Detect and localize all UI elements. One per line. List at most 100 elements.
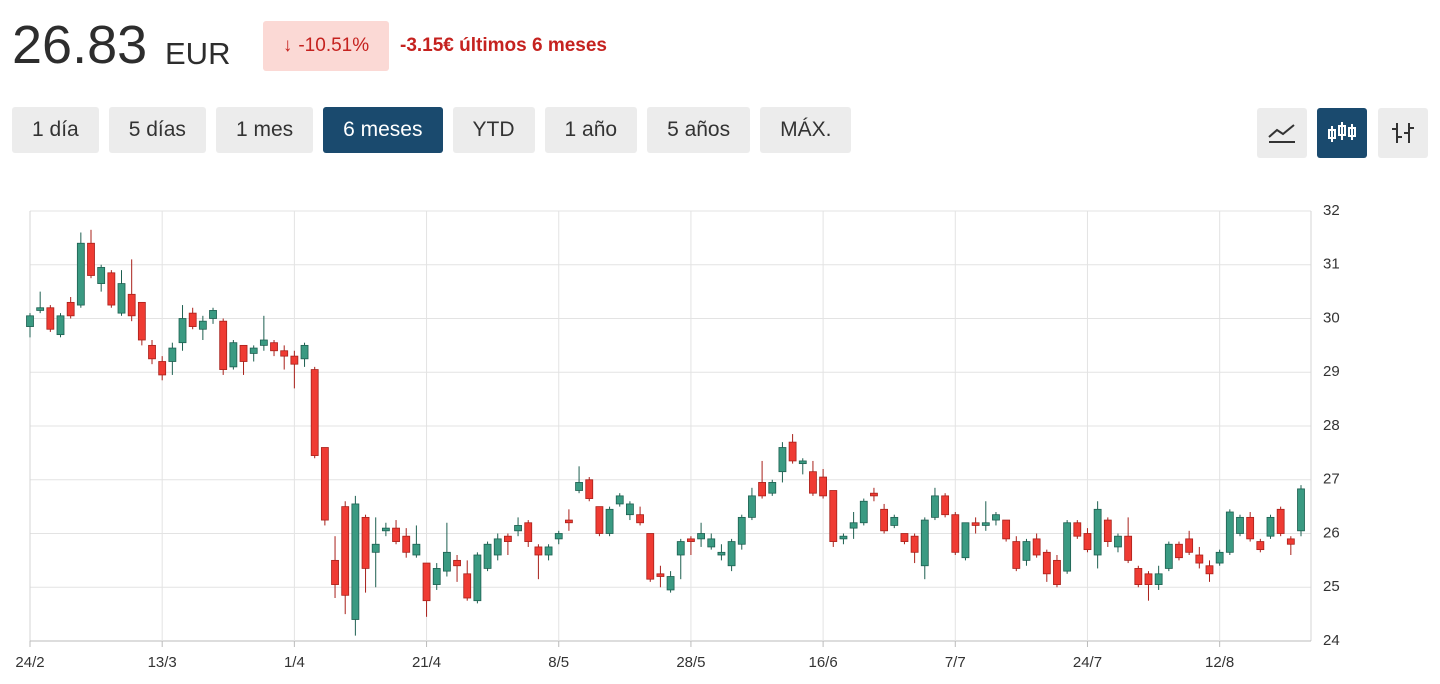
candle-body — [229, 342, 238, 368]
candle-body — [56, 315, 65, 336]
candle-icon — [1328, 122, 1356, 142]
range-button[interactable]: MÁX. — [760, 107, 852, 153]
candle-body — [1012, 541, 1021, 569]
range-button[interactable]: 1 día — [12, 107, 99, 153]
candle-body — [737, 516, 746, 545]
x-tick-label: 24/7 — [1073, 654, 1102, 671]
x-tick-label: 24/2 — [15, 654, 44, 671]
candle-body — [1063, 522, 1072, 572]
candle-body — [615, 495, 624, 505]
x-tick-label: 16/6 — [809, 654, 838, 671]
candle-body — [107, 272, 116, 306]
candle-body — [585, 479, 594, 499]
range-button[interactable]: 5 años — [647, 107, 751, 153]
candle-body — [951, 514, 960, 553]
candle-body — [656, 573, 665, 577]
candle-body — [1236, 516, 1244, 534]
y-tick-label: 25 — [1323, 578, 1340, 595]
candle-body — [961, 522, 970, 559]
candle-body — [727, 541, 736, 567]
candle-body — [1053, 559, 1061, 585]
candle-body — [697, 533, 705, 540]
range-button[interactable]: 5 días — [108, 107, 206, 153]
candle-body — [890, 516, 899, 526]
x-tick-label: 28/5 — [676, 654, 705, 671]
range-button[interactable]: 6 meses — [323, 107, 443, 153]
candle-body — [717, 551, 726, 556]
x-tick-label: 8/5 — [548, 654, 569, 671]
candle-body — [534, 546, 543, 556]
candle-body — [442, 551, 451, 572]
candle-body — [707, 538, 716, 548]
candle-body — [544, 546, 553, 556]
candle-body — [768, 482, 777, 494]
candle-body — [137, 301, 146, 341]
candle-body — [219, 320, 228, 370]
candle-body — [66, 301, 75, 317]
candle-body — [981, 522, 990, 526]
line-icon — [1268, 124, 1295, 143]
candle-body — [46, 307, 55, 330]
candle-body — [880, 508, 889, 532]
candle-body — [859, 500, 868, 524]
candle-body — [1154, 573, 1163, 585]
candle-body — [351, 503, 360, 620]
candle-body — [392, 527, 400, 542]
candle-body — [148, 344, 156, 360]
candle-body — [666, 576, 675, 591]
candle-body — [778, 447, 787, 473]
y-tick-label: 28 — [1323, 417, 1340, 434]
candle-body — [565, 519, 573, 524]
x-tick-label: 1/4 — [284, 654, 305, 671]
candle-body — [463, 573, 472, 599]
candle-body — [1002, 519, 1011, 540]
candle-body — [1022, 541, 1031, 561]
ohlc-chart-button[interactable] — [1378, 108, 1428, 158]
candle-body — [117, 283, 126, 314]
candle-body — [1286, 538, 1295, 545]
range-button[interactable]: 1 mes — [215, 107, 314, 153]
candle-body — [76, 242, 85, 306]
candle-body — [249, 347, 258, 354]
y-tick-label: 29 — [1323, 363, 1340, 380]
candle-body — [1276, 508, 1285, 534]
down-arrow: ↓ — [282, 35, 293, 56]
range-button[interactable]: 1 año — [544, 107, 638, 153]
candle-body — [1225, 511, 1234, 553]
candle-body — [1032, 538, 1041, 556]
candle-body — [331, 559, 339, 585]
candle-body — [270, 342, 278, 352]
candle-chart-button[interactable] — [1317, 108, 1367, 158]
line-chart-button[interactable] — [1257, 108, 1307, 158]
candle-body — [168, 347, 177, 362]
candle-body — [158, 361, 167, 376]
candle-body — [971, 522, 980, 526]
candle-body — [1266, 516, 1275, 537]
candle-body — [341, 506, 350, 596]
candle-body — [209, 310, 217, 319]
candle-body — [687, 538, 695, 542]
candle-body — [1185, 538, 1194, 553]
candle-body — [758, 482, 766, 497]
candle-body — [626, 503, 634, 516]
candle-body — [300, 344, 309, 360]
candle-body — [554, 533, 563, 540]
candle-body — [595, 506, 604, 534]
candle-body — [605, 508, 614, 534]
y-tick-label: 31 — [1323, 256, 1340, 273]
candle-body — [361, 516, 370, 569]
candle-body — [646, 533, 655, 580]
y-tick-label: 30 — [1323, 309, 1340, 326]
candle-body — [1195, 554, 1204, 564]
candle-body — [371, 543, 380, 553]
candle-body — [97, 267, 106, 284]
candle-body — [36, 307, 45, 311]
candle-body — [188, 312, 197, 327]
candle-body — [849, 522, 858, 529]
range-button[interactable]: YTD — [452, 107, 535, 153]
x-tick-label: 7/7 — [945, 654, 966, 671]
y-tick-label: 26 — [1323, 524, 1340, 541]
candle-body — [26, 315, 34, 327]
